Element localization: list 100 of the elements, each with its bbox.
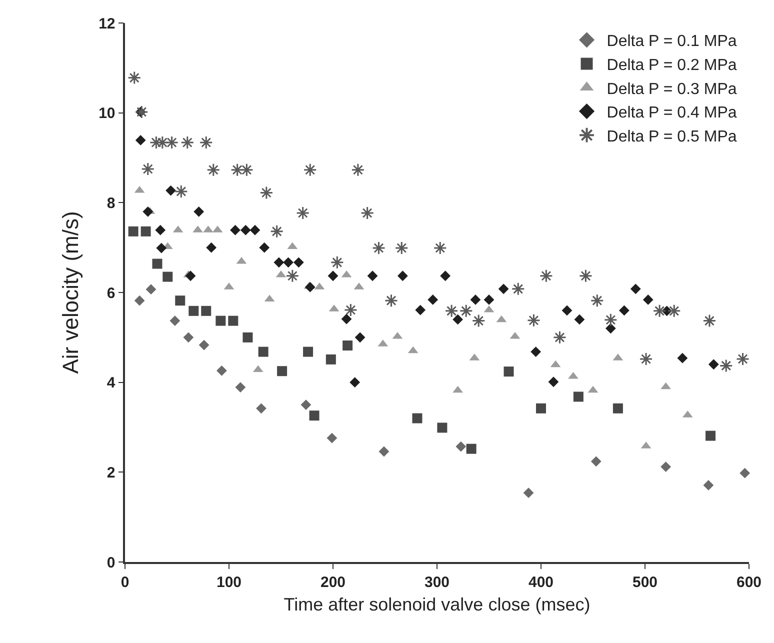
point [242, 332, 253, 342]
point [459, 304, 473, 318]
point [367, 270, 378, 282]
point [350, 377, 360, 388]
point [630, 284, 641, 294]
point [250, 224, 260, 236]
point [562, 305, 572, 316]
point [444, 304, 458, 318]
y-tick-label: 0 [106, 554, 116, 572]
point [286, 269, 300, 283]
point [142, 206, 154, 217]
point [326, 354, 336, 364]
point [706, 430, 716, 441]
point [354, 332, 366, 343]
point [309, 410, 320, 421]
point [452, 314, 463, 325]
point [206, 163, 220, 177]
point [174, 184, 188, 198]
legend-label: Delta P = 0.5 MPa [606, 128, 737, 146]
point [440, 270, 451, 282]
point [228, 316, 238, 326]
point [360, 206, 374, 220]
point [573, 392, 584, 402]
point [270, 224, 284, 238]
point [141, 162, 155, 176]
point [300, 400, 312, 410]
y-tick-label: 2 [106, 464, 116, 482]
x-tick-label: 500 [632, 574, 658, 591]
point [372, 241, 386, 255]
y-tick-label: 4 [106, 374, 116, 392]
point [397, 270, 408, 282]
point [667, 304, 681, 318]
point [351, 163, 365, 177]
point [206, 242, 217, 253]
point [612, 403, 623, 414]
point [504, 366, 514, 377]
x-tick-label: 600 [736, 574, 762, 591]
point [523, 488, 534, 498]
point [185, 270, 196, 282]
point [548, 376, 559, 388]
point [140, 226, 151, 236]
x-tick-label: 300 [424, 574, 450, 591]
point [378, 446, 390, 457]
point [330, 256, 344, 270]
point [240, 224, 251, 236]
x-tick-label: 100 [216, 574, 242, 591]
point [605, 323, 616, 334]
point [341, 314, 352, 324]
legend-label: Delta P = 0.2 MPa [606, 56, 737, 74]
point [283, 257, 294, 268]
x-axis-title: Time after solenoid valve close (msec) [284, 594, 590, 614]
point [134, 295, 145, 306]
point [240, 163, 254, 177]
point [604, 313, 618, 327]
point [303, 163, 317, 177]
point [394, 241, 408, 255]
point [152, 258, 162, 269]
point [235, 382, 246, 392]
point [384, 294, 398, 308]
point [175, 296, 186, 306]
point [708, 359, 719, 370]
point [128, 71, 142, 85]
point [590, 456, 602, 467]
point [619, 305, 630, 316]
point [642, 294, 654, 305]
x-tick-label: 400 [528, 574, 554, 591]
point [539, 269, 553, 283]
point [342, 340, 353, 350]
point [216, 365, 227, 376]
x-tick-label: 200 [320, 574, 346, 591]
point [162, 272, 173, 282]
point [412, 413, 422, 424]
point [740, 468, 750, 478]
point [296, 206, 310, 220]
point [574, 314, 585, 325]
point [304, 282, 316, 292]
point [326, 432, 338, 444]
y-tick-label: 8 [106, 194, 116, 212]
point [702, 314, 716, 328]
point [166, 185, 176, 196]
point [198, 340, 210, 350]
point [552, 330, 566, 344]
point [344, 303, 358, 317]
point [230, 163, 244, 177]
legend-label: Delta P = 0.1 MPa [606, 33, 737, 50]
point [484, 294, 494, 305]
point [660, 382, 671, 390]
point [199, 136, 213, 150]
point [590, 294, 604, 308]
legend-label: Delta P = 0.4 MPa [606, 104, 737, 122]
point [155, 224, 166, 236]
point [470, 294, 481, 305]
point [736, 352, 750, 366]
point [230, 224, 240, 236]
point [498, 284, 509, 294]
point [526, 314, 540, 328]
point [703, 480, 714, 490]
point [277, 366, 288, 376]
point [660, 462, 671, 472]
point [156, 242, 167, 254]
